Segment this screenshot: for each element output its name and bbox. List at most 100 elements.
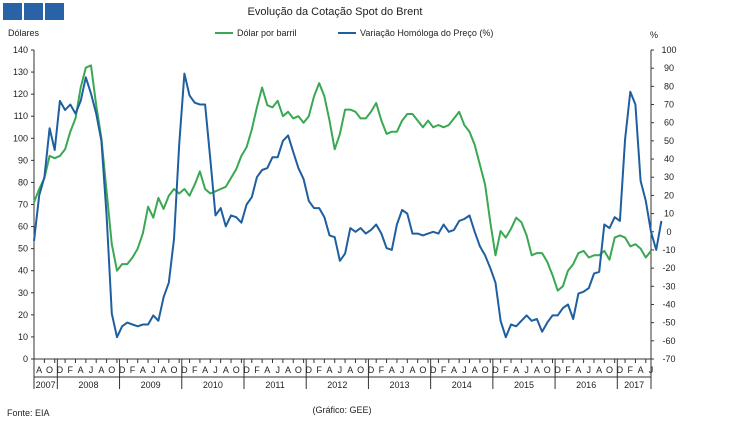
month-tick-label: A [78,365,84,375]
left-tick-label: 100 [13,133,28,143]
month-tick-label: D [368,365,375,375]
left-tick-label: 130 [13,67,28,77]
month-tick-label: J [275,365,280,375]
month-tick-label: A [264,365,270,375]
logo-square-1 [3,3,22,20]
right-tick-label: -40 [662,299,675,309]
month-tick-label: F [441,365,447,375]
month-tick-label: A [596,365,602,375]
left-tick-label: 90 [18,155,28,165]
year-label: 2017 [624,380,644,390]
legend-label-variacao: Variação Homóloga do Preço (%) [360,28,493,38]
month-tick-label: A [98,365,104,375]
month-tick-label: A [285,365,291,375]
right-tick-label: -70 [662,354,675,364]
month-tick-label: O [295,365,302,375]
left-tick-label: 20 [18,310,28,320]
right-tick-label: 20 [664,190,674,200]
left-tick-label: 110 [14,111,28,121]
month-tick-label: A [202,365,208,375]
left-tick-label: 120 [13,89,28,99]
month-tick-label: O [544,365,551,375]
year-label: 2014 [452,380,472,390]
month-tick-label: F [192,365,198,375]
left-axis-label: Dólares [8,28,40,38]
month-tick-label: A [638,365,644,375]
source-note: Fonte: EIA [7,408,50,418]
year-label: 2012 [327,380,347,390]
chart-title: Evolução da Cotação Spot do Brent [248,6,423,18]
year-label: 2013 [390,380,410,390]
month-tick-label: A [409,365,415,375]
month-tick-label: J [338,365,343,375]
month-tick-label: O [46,365,53,375]
graphic-credit: (Gráfico: GEE) [312,405,371,415]
month-tick-label: O [606,365,613,375]
month-tick-label: O [482,365,489,375]
month-tick-label: D [243,365,250,375]
month-tick-label: A [389,365,395,375]
month-tick-label: D [57,365,64,375]
month-tick-label: F [503,365,509,375]
month-tick-label: D [119,365,126,375]
month-tick-label: J [213,365,218,375]
series-line-variacao [33,72,663,339]
brand-logo [3,3,64,20]
month-tick-label: D [430,365,437,375]
month-tick-label: A [534,365,540,375]
month-tick-label: O [170,365,177,375]
left-tick-label: 0 [23,354,28,364]
series-line-dolar [33,64,652,292]
month-tick-label: D [306,365,313,375]
logo-square-2 [24,3,43,20]
month-tick-label: F [130,365,136,375]
left-tick-label: 30 [18,288,28,298]
right-tick-label: 30 [664,172,674,182]
right-tick-label: -20 [662,263,675,273]
month-tick-label: D [492,365,499,375]
right-tick-label: -60 [662,336,675,346]
month-tick-label: A [451,365,457,375]
left-tick-label: 60 [18,222,28,232]
month-tick-label: F [68,365,74,375]
right-tick-label: 90 [664,63,674,73]
right-tick-label: -10 [662,245,675,255]
right-tick-label: 40 [664,154,674,164]
month-tick-label: O [233,365,240,375]
month-tick-label: A [347,365,353,375]
month-tick-label: A [140,365,146,375]
month-tick-label: D [181,365,188,375]
month-tick-label: J [587,365,592,375]
left-tick-label: 80 [18,177,28,187]
month-tick-label: O [108,365,115,375]
right-tick-label: 0 [666,227,671,237]
month-tick-label: D [554,365,561,375]
right-tick-label: -30 [662,281,675,291]
year-label: 2008 [78,380,98,390]
right-axis-label: % [650,30,658,40]
month-tick-label: O [357,365,364,375]
month-tick-label: O [419,365,426,375]
month-tick-label: A [161,365,167,375]
right-tick-label: 100 [661,45,676,55]
year-label: 2016 [576,380,596,390]
right-tick-label: 80 [664,81,674,91]
month-tick-label: J [400,365,405,375]
month-tick-label: A [223,365,229,375]
legend-label-dolar: Dólar por barril [237,28,297,38]
month-tick-label: A [327,365,333,375]
month-tick-label: A [575,365,581,375]
left-tick-label: 40 [18,266,28,276]
right-tick-label: 10 [664,209,674,219]
month-tick-label: F [254,365,260,375]
right-tick-label: 60 [664,118,674,128]
month-tick-label: A [472,365,478,375]
month-tick-label: J [151,365,156,375]
left-tick-label: 50 [18,244,28,254]
year-label: 2010 [203,380,223,390]
month-tick-label: A [36,365,42,375]
right-tick-label: -50 [662,318,675,328]
month-tick-label: J [524,365,529,375]
legend: Dólar por barril Variação Homóloga do Pr… [215,28,493,38]
